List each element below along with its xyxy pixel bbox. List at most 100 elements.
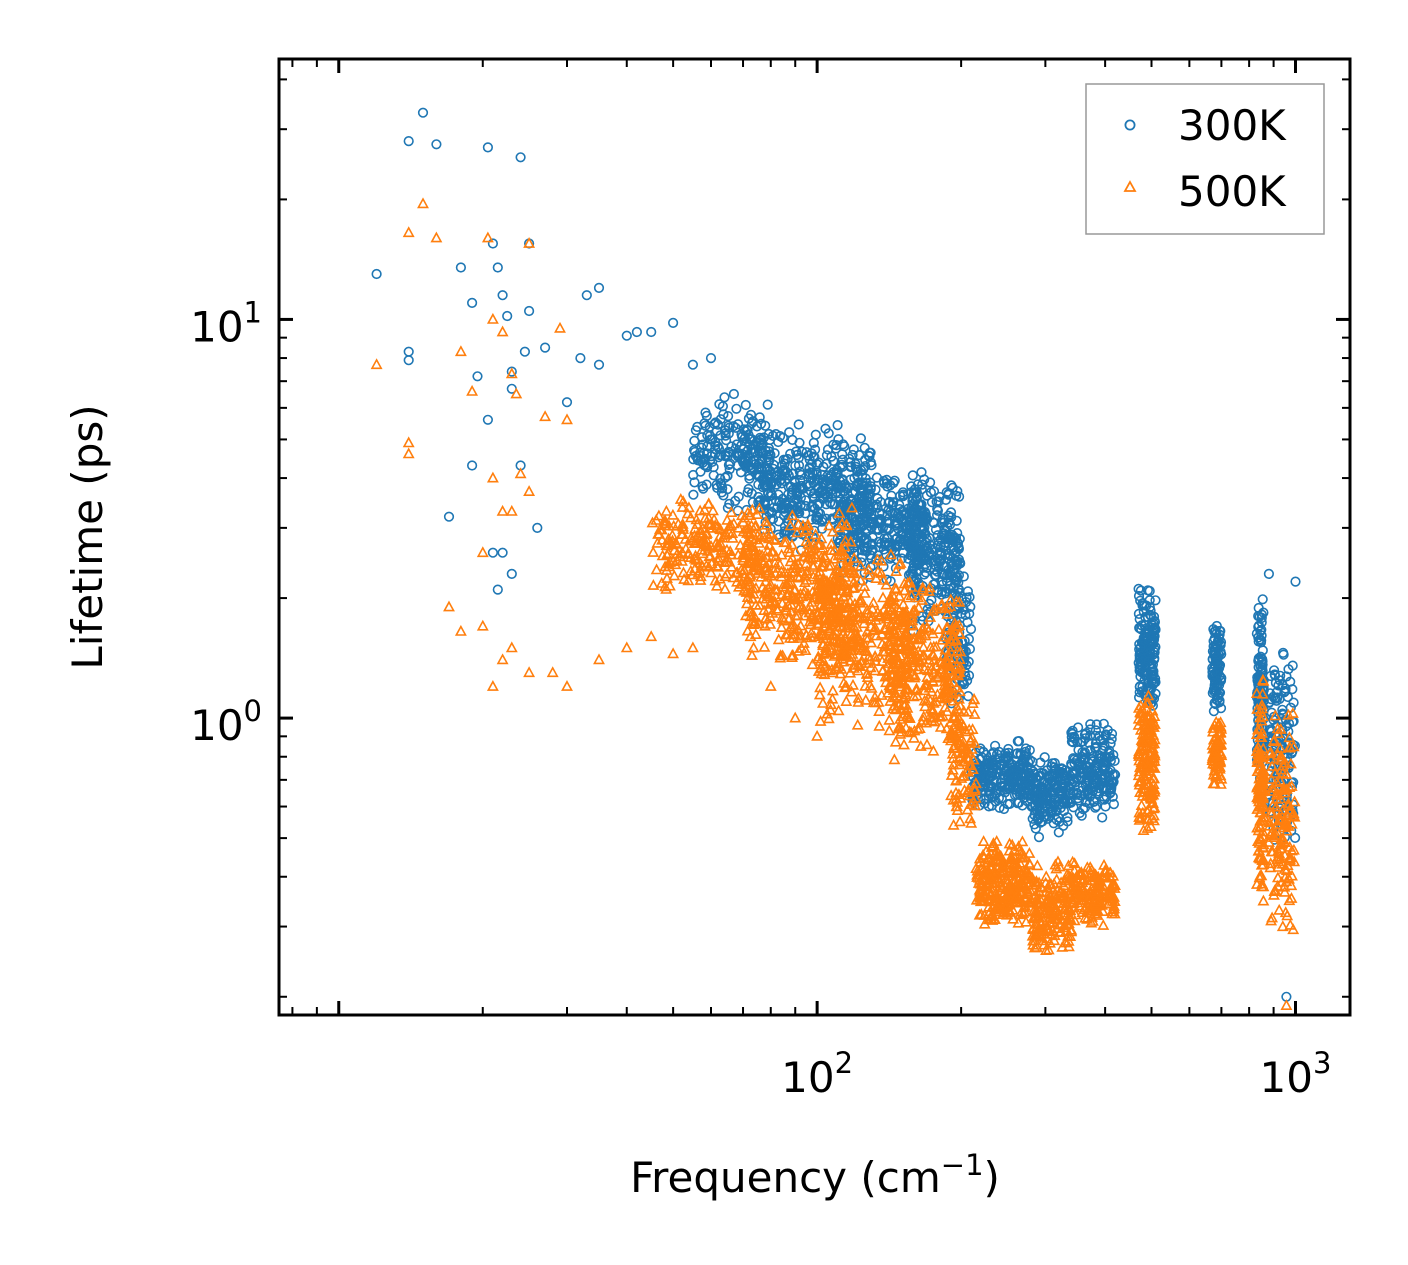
data-point-500k xyxy=(940,669,953,680)
data-point-300k xyxy=(1274,693,1285,705)
data-point-300k xyxy=(865,561,876,573)
data-point-500k xyxy=(1283,806,1296,817)
data-point-500k xyxy=(676,501,689,512)
data-point-500k xyxy=(966,697,979,708)
data-point-300k xyxy=(737,431,748,442)
data-point-500k xyxy=(1214,777,1227,789)
data-point-500k xyxy=(830,616,843,628)
data-point-300k xyxy=(940,588,951,599)
data-point-500k xyxy=(667,647,680,659)
data-point-300k xyxy=(1265,670,1276,682)
data-point-500k xyxy=(1212,753,1225,764)
data-point-500k xyxy=(656,533,669,545)
data-point-500k xyxy=(1276,920,1289,932)
data-point-500k xyxy=(825,698,837,710)
data-point-500k xyxy=(1062,940,1075,952)
data-point-500k xyxy=(743,575,756,587)
data-point-300k xyxy=(890,541,901,553)
data-point-300k xyxy=(977,752,988,763)
data-point-300k xyxy=(1211,628,1222,639)
data-point-500k xyxy=(884,642,897,654)
data-point-500k xyxy=(1207,768,1220,780)
data-point-300k xyxy=(697,457,708,468)
data-point-300k xyxy=(906,481,917,492)
data-point-500k xyxy=(1147,772,1160,784)
data-point-300k xyxy=(871,499,882,510)
data-point-500k xyxy=(1276,803,1289,815)
data-point-300k xyxy=(1144,609,1156,620)
data-point-500k xyxy=(786,551,799,563)
data-point-500k xyxy=(1097,919,1110,930)
data-point-500k xyxy=(806,658,819,670)
data-point-500k xyxy=(909,683,922,695)
data-point-500k xyxy=(911,663,924,675)
data-point-500k xyxy=(712,560,725,572)
data-point-300k xyxy=(1082,766,1094,777)
data-point-500k xyxy=(964,734,977,746)
data-point-500k xyxy=(960,764,973,776)
data-point-500k xyxy=(932,623,945,634)
data-point-300k xyxy=(1100,801,1111,812)
data-point-500k xyxy=(746,649,758,660)
data-point-500k xyxy=(1257,830,1270,842)
data-point-300k xyxy=(961,592,972,603)
data-point-500k xyxy=(939,643,952,655)
data-point-500k xyxy=(873,705,886,716)
data-point-300k xyxy=(830,443,842,454)
data-point-500k xyxy=(971,864,984,876)
data-point-500k xyxy=(799,644,812,655)
data-point-500k xyxy=(1009,891,1022,903)
data-point-500k xyxy=(749,598,762,610)
data-point-500k xyxy=(1068,857,1081,869)
data-point-300k xyxy=(1104,779,1116,790)
data-point-500k xyxy=(813,688,826,700)
data-point-500k xyxy=(546,666,559,678)
data-point-500k xyxy=(1052,855,1064,867)
data-point-500k xyxy=(1066,896,1078,907)
data-point-500k xyxy=(1079,901,1092,913)
data-point-500k xyxy=(786,509,799,521)
data-point-500k xyxy=(879,623,892,634)
data-point-500k xyxy=(935,599,948,611)
data-point-300k xyxy=(497,290,508,301)
data-point-300k xyxy=(952,527,963,539)
data-point-300k xyxy=(850,458,861,470)
data-point-500k xyxy=(913,722,926,733)
data-point-500k xyxy=(883,713,896,725)
data-point-500k xyxy=(862,563,875,575)
data-point-500k xyxy=(1265,845,1278,857)
data-point-500k xyxy=(1263,836,1275,847)
data-point-300k xyxy=(1143,651,1154,663)
data-point-500k xyxy=(1096,870,1109,882)
data-point-500k xyxy=(793,592,805,603)
data-point-500k xyxy=(1250,878,1263,889)
data-point-300k xyxy=(793,506,804,517)
data-point-500k xyxy=(650,563,663,575)
data-point-500k xyxy=(1282,797,1295,809)
data-point-300k xyxy=(467,460,478,471)
data-point-500k xyxy=(760,515,772,527)
data-point-300k xyxy=(1276,741,1287,752)
data-point-500k xyxy=(645,630,658,642)
data-point-500k xyxy=(486,680,499,691)
data-point-300k xyxy=(841,504,852,515)
data-point-500k xyxy=(1008,875,1021,887)
data-point-300k xyxy=(847,526,858,538)
data-point-500k xyxy=(908,731,920,743)
data-point-500k xyxy=(1053,860,1066,872)
data-point-300k xyxy=(1135,585,1146,596)
data-point-500k xyxy=(677,520,689,532)
data-point-500k xyxy=(946,747,959,759)
data-point-500k xyxy=(761,544,774,556)
data-point-500k xyxy=(1016,851,1029,863)
data-point-500k xyxy=(1255,880,1268,892)
data-point-500k xyxy=(677,523,690,534)
data-point-300k xyxy=(722,484,733,495)
data-point-500k xyxy=(721,555,734,567)
data-point-500k xyxy=(947,669,960,680)
data-point-300k xyxy=(1035,757,1046,768)
data-point-300k xyxy=(1046,761,1057,772)
data-point-300k xyxy=(874,508,885,519)
data-point-500k xyxy=(1271,879,1284,891)
data-point-500k xyxy=(1254,806,1267,817)
